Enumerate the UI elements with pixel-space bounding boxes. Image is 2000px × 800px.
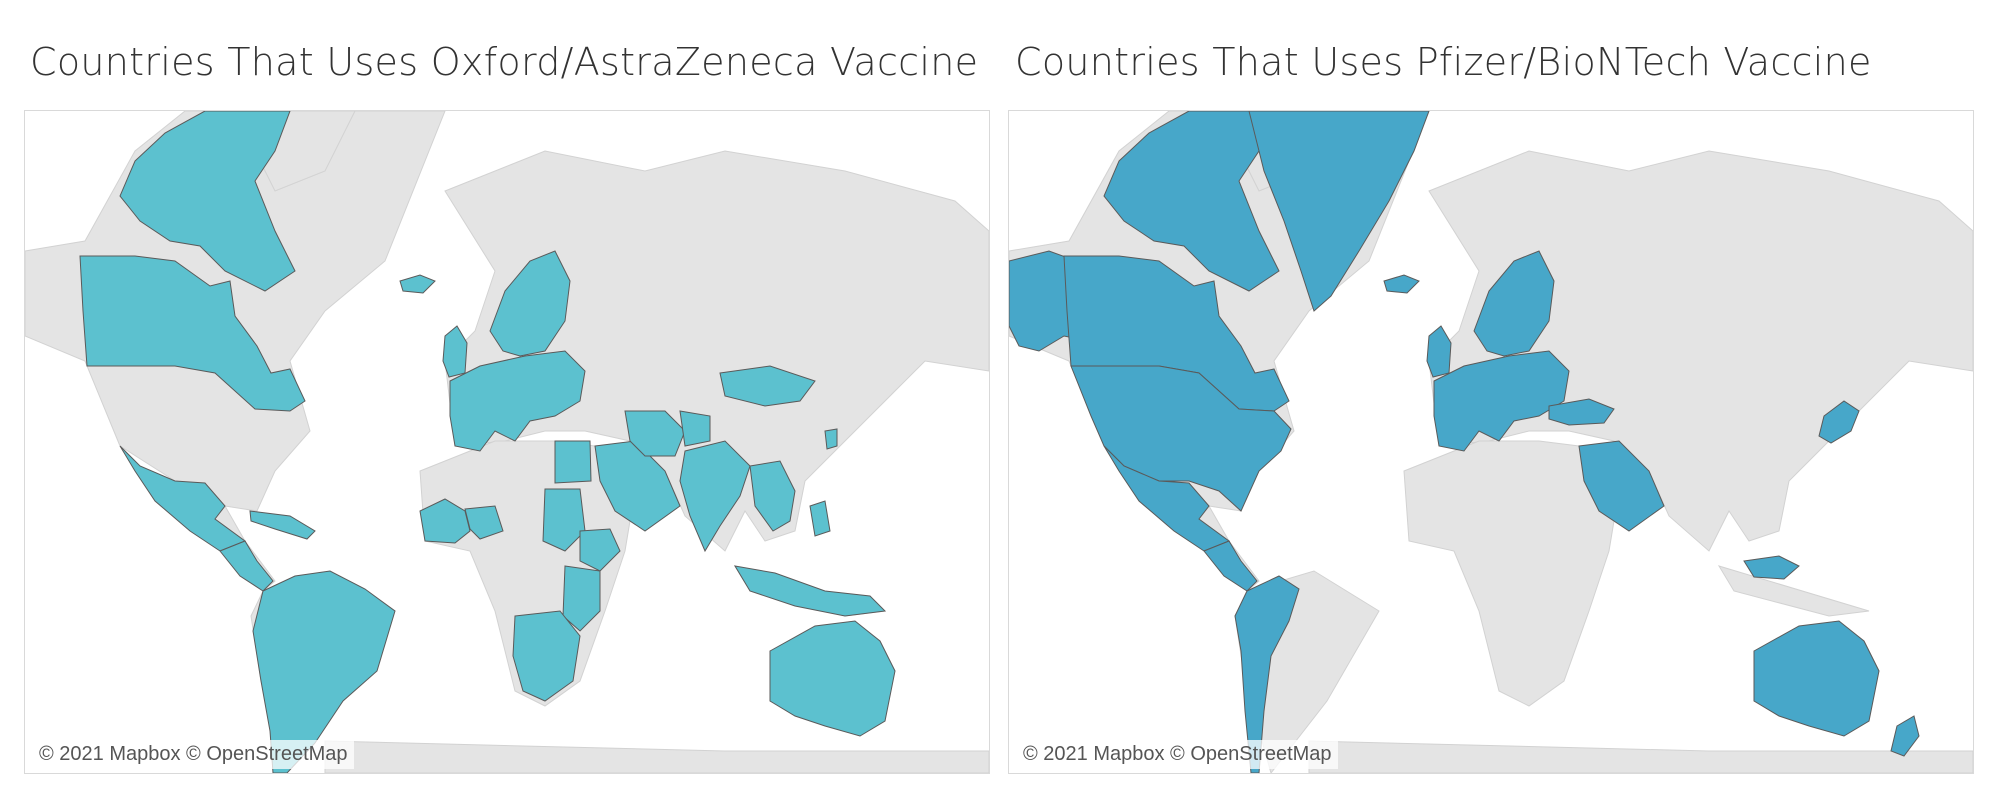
country-ethiopia[interactable] [579, 528, 621, 572]
country-east-africa[interactable] [562, 565, 601, 632]
country-united-kingdom[interactable] [1426, 325, 1452, 378]
country-europe[interactable] [1433, 350, 1570, 452]
country-caribbean[interactable] [249, 510, 316, 540]
country-iceland[interactable] [1383, 274, 1420, 294]
map-pfizer[interactable]: © 2021 Mapbox © OpenStreetMap [1008, 110, 1974, 774]
country-indonesia[interactable] [734, 565, 887, 617]
country-new-zealand[interactable] [1890, 715, 1920, 757]
map-attribution[interactable]: © 2021 Mapbox © OpenStreetMap [1017, 740, 1338, 769]
country-united-kingdom[interactable] [442, 325, 468, 378]
country-japan[interactable] [1818, 400, 1860, 444]
country-arabia[interactable] [1578, 440, 1665, 532]
country-west-africa[interactable] [419, 498, 471, 544]
country-iceland[interactable] [399, 274, 436, 294]
base-land [1717, 565, 1870, 617]
country-arctic-islands[interactable] [1103, 111, 1280, 292]
country-turkey[interactable] [1548, 398, 1615, 426]
country-mongolia[interactable] [719, 365, 816, 407]
map-canvas-astrazeneca[interactable] [25, 111, 989, 773]
country-central-america[interactable] [219, 540, 274, 592]
country-australia[interactable] [1753, 620, 1880, 737]
country-south-korea[interactable] [824, 428, 838, 450]
country-arctic-islands[interactable] [119, 111, 296, 292]
base-land [1403, 440, 1620, 707]
country-europe[interactable] [449, 350, 586, 452]
map-title-astrazeneca: Countries That Uses Oxford/AstraZeneca V… [30, 40, 979, 84]
country-iran[interactable] [624, 410, 686, 457]
map-canvas-pfizer[interactable] [1009, 111, 1973, 773]
country-philippines[interactable] [809, 500, 831, 537]
country-australia[interactable] [769, 620, 896, 737]
country-egypt[interactable] [554, 440, 592, 484]
country-mexico[interactable] [1103, 445, 1231, 552]
country-canada[interactable] [79, 255, 306, 412]
country-scandinavia[interactable] [489, 250, 571, 357]
country-mexico[interactable] [119, 445, 247, 552]
country-central-america[interactable] [1203, 540, 1258, 592]
country-greenland[interactable] [1248, 111, 1430, 312]
map-title-pfizer: Countries That Uses Pfizer/BioNTech Vacc… [1015, 40, 1872, 84]
base-land [324, 740, 989, 773]
map-astrazeneca[interactable]: © 2021 Mapbox © OpenStreetMap [24, 110, 990, 774]
map-attribution[interactable]: © 2021 Mapbox © OpenStreetMap [33, 740, 354, 769]
country-sudan[interactable] [542, 488, 586, 552]
country-nigeria[interactable] [464, 505, 504, 540]
country-south-america[interactable] [252, 570, 396, 773]
country-malaysia[interactable] [1743, 555, 1800, 580]
country-southern-africa[interactable] [512, 610, 581, 702]
country-afghanistan[interactable] [679, 410, 711, 447]
country-southeast-asia[interactable] [749, 460, 796, 532]
country-scandinavia[interactable] [1473, 250, 1555, 357]
country-india[interactable] [679, 440, 751, 553]
base-land [1308, 740, 1973, 773]
